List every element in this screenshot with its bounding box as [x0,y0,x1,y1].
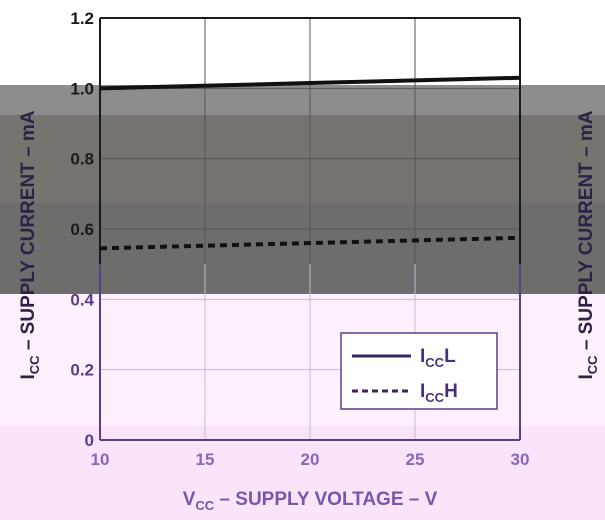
y-tick-label: 0.6 [70,220,94,239]
legend-label-icch-sub: CC [425,390,444,405]
x-tick-label: 15 [196,450,215,469]
y-axis-label-repeat-rest: – SUPPLY CURRENT – mA [576,110,597,355]
x-tick-label: 25 [406,450,425,469]
y-axis-label-main: I [18,374,39,379]
x-tick-label: 20 [301,450,320,469]
legend-label-icch: ICCH [420,381,458,405]
y-tick-label: 0.2 [70,361,94,380]
y-tick-label: 0 [85,431,94,450]
x-tick-label: 10 [91,450,110,469]
legend-label-iccl-suffix: L [444,346,456,367]
plot-frame [99,17,521,441]
y-tick-label: 0.8 [70,150,94,169]
tick-label-layer: 0 0.2 0.4 0.6 0.8 1.0 1.2 10 15 20 25 30 [70,9,529,469]
y-tick-label: 1.0 [70,79,94,98]
y-tick-label: 0.4 [70,290,94,309]
legend-label-icch-main: I [420,381,425,402]
legend-label-iccl: ICCL [420,346,456,370]
x-axis-label-rest: – SUPPLY VOLTAGE – V [214,489,437,510]
y-axis-label-repeat: ICC – SUPPLY CURRENT – mA [576,110,600,379]
series-icch-line [99,235,521,251]
y-axis-label-repeat-main: I [576,374,597,379]
y-axis-label-rest: – SUPPLY CURRENT – mA [18,110,39,355]
series-iccl-line [99,75,521,91]
legend-label-iccl-sub: CC [425,355,444,370]
x-tick-label: 30 [511,450,530,469]
series-layer [99,75,521,251]
y-axis-label-repeat-sub: CC [585,355,600,374]
legend-box [340,332,498,410]
y-axis-label: ICC – SUPPLY CURRENT – mA [18,110,42,379]
y-tick-label: 1.2 [70,9,94,28]
legend-label-icch-suffix: H [444,381,458,402]
legend-label-iccl-main: I [420,346,425,367]
x-axis-label: VCC – SUPPLY VOLTAGE – V [183,489,438,513]
x-axis-label-main: V [183,489,196,510]
x-axis-label-sub: CC [195,498,214,513]
y-axis-label-sub: CC [27,355,42,374]
legend: ICCL ICCH [340,332,498,410]
